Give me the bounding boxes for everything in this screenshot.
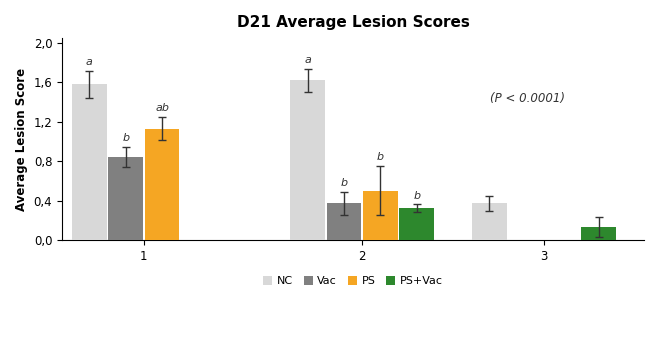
Bar [399,209,434,240]
Text: a: a [86,57,93,67]
Bar [145,129,179,240]
Bar [363,191,397,240]
Bar [581,227,616,240]
Text: b: b [377,152,384,162]
Bar [472,204,507,240]
Text: b: b [340,178,347,188]
Text: (P < 0.0001): (P < 0.0001) [490,92,565,105]
Y-axis label: Average Lesion Score: Average Lesion Score [15,68,28,211]
Text: ab: ab [155,103,169,113]
Bar [108,157,143,240]
Bar [290,80,325,240]
Text: b: b [413,190,420,200]
Title: D21 Average Lesion Scores: D21 Average Lesion Scores [237,15,469,30]
Legend: NC, Vac, PS, PS+Vac: NC, Vac, PS, PS+Vac [259,272,447,291]
Bar [327,204,361,240]
Bar [72,84,107,240]
Text: b: b [122,133,129,143]
Text: a: a [304,55,311,65]
